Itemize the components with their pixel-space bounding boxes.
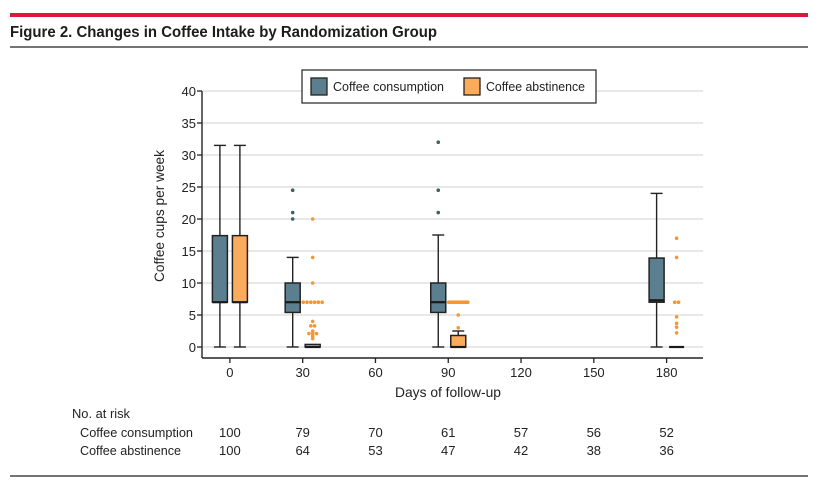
y-tick-label: 15 <box>182 244 196 259</box>
box-coffee-abstinence-day-0 <box>231 144 249 348</box>
accent-bar <box>10 13 808 17</box>
outlier-point <box>456 326 461 330</box>
risk-row-label-abstinence: Coffee abstinence <box>80 443 181 458</box>
outlier-point <box>307 331 311 336</box>
y-tick-label: 5 <box>189 308 196 323</box>
risk-value: 38 <box>587 443 601 458</box>
legend-label-coffee-abstinence: Coffee abstinence <box>486 79 585 94</box>
outlier-point <box>672 300 677 305</box>
risk-value: 36 <box>659 443 673 458</box>
box-coffee-consumption-day-0 <box>211 144 229 348</box>
box-coffee-abstinence-day-30 <box>304 343 321 349</box>
outlier-point <box>310 334 315 338</box>
outlier-point <box>310 331 315 336</box>
outlier-point <box>310 217 315 221</box>
box-iqr <box>284 282 301 314</box>
axes <box>201 91 703 359</box>
x-tick-label: 150 <box>583 365 605 380</box>
y-ticks: 0 5 10 15 20 25 30 35 40 <box>182 84 202 355</box>
risk-value: 47 <box>441 443 455 458</box>
outlier-point <box>308 324 313 328</box>
risk-value: 70 <box>368 425 382 440</box>
outlier-point <box>674 331 679 335</box>
outlier-point <box>290 188 295 192</box>
box-iqr <box>648 257 665 303</box>
box-iqr <box>211 234 229 303</box>
outlier-point <box>674 315 679 319</box>
legend-label-coffee-consumption: Coffee consumption <box>333 79 444 94</box>
box-iqr <box>430 282 447 314</box>
figure-title: Figure 2. Changes in Coffee Intake by Ra… <box>10 24 437 41</box>
x-tick-label: 90 <box>441 365 455 380</box>
outlier-point <box>674 236 679 240</box>
outlier-point <box>314 331 319 336</box>
x-tick-label: 0 <box>226 365 233 380</box>
outlier-point <box>308 300 313 305</box>
risk-row-label-consumption: Coffee consumption <box>80 425 193 440</box>
risk-value: 56 <box>587 425 601 440</box>
outlier-point <box>312 324 317 328</box>
risk-value: 64 <box>295 443 309 458</box>
risk-table: No. at risk Coffee consumption Coffee ab… <box>72 406 674 458</box>
x-tick-label: 60 <box>368 365 382 380</box>
outlier-point <box>305 300 309 305</box>
y-tick-label: 20 <box>182 212 196 227</box>
y-tick-label: 10 <box>182 276 196 291</box>
outlier-point <box>674 255 679 260</box>
outlier-point <box>310 281 315 285</box>
outlier-point <box>290 217 295 221</box>
box-coffee-consumption-day-90 <box>430 234 447 348</box>
legend: Coffee consumption Coffee abstinence <box>301 69 597 104</box>
boxplots <box>211 144 685 349</box>
legend-frame <box>301 69 597 104</box>
risk-value: 57 <box>514 425 528 440</box>
gridlines <box>203 90 703 348</box>
y-tick-label: 35 <box>182 116 196 131</box>
outlier-point <box>676 300 681 305</box>
legend-swatch-coffee-abstinence <box>463 77 481 96</box>
outlier-point <box>465 300 470 305</box>
x-tick-label: 120 <box>510 365 532 380</box>
outlier-point <box>310 255 315 260</box>
risk-value: 79 <box>295 425 309 440</box>
outlier-point <box>310 319 315 324</box>
x-tick-label: 30 <box>295 365 309 380</box>
y-tick-label: 0 <box>189 340 196 355</box>
box-iqr <box>231 234 249 303</box>
outlier-point <box>310 336 315 341</box>
outlier-point <box>436 188 441 192</box>
y-tick-label: 25 <box>182 180 196 195</box>
x-axis-label: Days of follow-up <box>395 384 501 400</box>
outlier-point <box>301 300 305 305</box>
risk-value: 53 <box>368 443 382 458</box>
risk-table-heading: No. at risk <box>72 406 130 421</box>
outlier-point <box>316 300 321 305</box>
outliers <box>290 140 681 341</box>
x-tick-label: 180 <box>656 365 678 380</box>
outlier-point <box>320 300 324 305</box>
risk-value: 100 <box>219 443 241 458</box>
y-tick-label: 30 <box>182 148 196 163</box>
box-coffee-abstinence-day-90 <box>450 330 467 349</box>
outlier-point <box>312 300 317 305</box>
box-coffee-consumption-day-30 <box>284 256 301 348</box>
box-coffee-consumption-day-180 <box>648 192 665 348</box>
risk-value: 42 <box>514 443 528 458</box>
outlier-point <box>436 210 441 215</box>
outlier-point <box>290 210 295 215</box>
outlier-point <box>310 329 315 333</box>
outlier-point <box>436 140 441 144</box>
risk-value: 61 <box>441 425 455 440</box>
box-iqr <box>450 334 467 348</box>
risk-value: 100 <box>219 425 241 440</box>
outlier-point <box>674 325 679 329</box>
y-tick-label: 40 <box>182 84 196 99</box>
risk-value: 52 <box>659 425 673 440</box>
outlier-point <box>456 313 461 317</box>
x-ticks: 0 30 60 90 120 150 180 <box>226 358 677 380</box>
legend-swatch-coffee-consumption <box>310 77 328 96</box>
outlier-point <box>674 321 679 326</box>
y-axis-label: Coffee cups per week <box>151 149 167 282</box>
